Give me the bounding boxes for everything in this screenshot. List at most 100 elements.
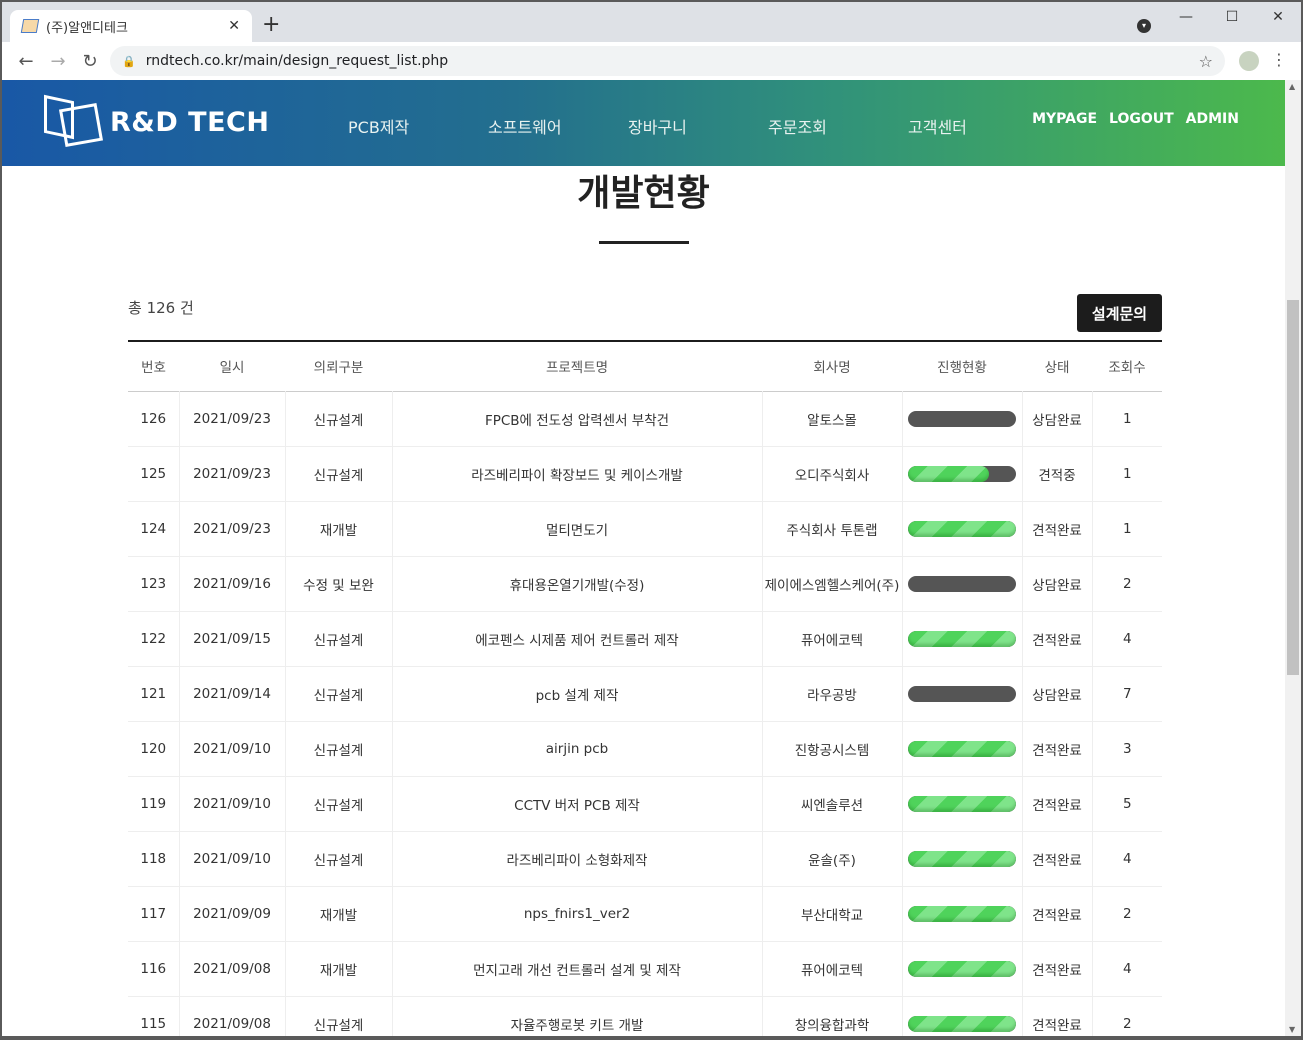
profile-avatar[interactable] bbox=[1239, 51, 1259, 71]
type-cell: 재개발 bbox=[284, 501, 392, 556]
no-cell: 119 bbox=[140, 795, 167, 812]
progress-bar bbox=[908, 685, 1016, 702]
company-cell: 알토스몰 bbox=[761, 391, 902, 446]
nav-support[interactable]: 고객센터 bbox=[908, 118, 967, 137]
date-cell: 2021/09/08 bbox=[178, 996, 285, 1036]
nav-software[interactable]: 소프트웨어 bbox=[488, 118, 562, 137]
project-cell[interactable]: nps_fnirs1_ver2 bbox=[391, 886, 762, 941]
no-cell: 122 bbox=[140, 630, 167, 647]
views-cell: 5 bbox=[1091, 776, 1162, 831]
bookmark-star-icon[interactable]: ☆ bbox=[1198, 51, 1213, 71]
maximize-icon[interactable]: ☐ bbox=[1225, 9, 1239, 25]
forward-icon[interactable]: → bbox=[50, 50, 66, 72]
progress-bar bbox=[908, 1015, 1016, 1032]
more-menu-icon[interactable]: ⋮ bbox=[1271, 50, 1287, 69]
progress-fill bbox=[908, 850, 1016, 867]
project-cell[interactable]: pcb 설계 제작 bbox=[391, 666, 762, 721]
no-cell: 123 bbox=[140, 575, 167, 592]
table-row[interactable]: 120 2021/09/10 신규설계 airjin pcb 진항공시스템 견적완료 3 bbox=[128, 721, 1162, 776]
column-header: 회사명 bbox=[813, 360, 851, 377]
new-tab-icon[interactable]: + bbox=[262, 12, 281, 37]
page-title: 개발현황 bbox=[577, 173, 710, 214]
table-row[interactable]: 122 2021/09/15 신규설계 에코펜스 시제품 제어 컨트롤러 제작 퓨어에코… bbox=[128, 611, 1162, 666]
no-cell: 121 bbox=[140, 685, 167, 702]
project-cell[interactable]: FPCB에 전도성 압력센서 부착건 bbox=[391, 391, 762, 446]
progress-cell bbox=[901, 391, 1022, 446]
company-cell: 주식회사 투톤랩 bbox=[761, 501, 902, 556]
no-cell: 125 bbox=[140, 465, 167, 482]
project-cell[interactable]: 멀티면도기 bbox=[391, 501, 762, 556]
date-cell: 2021/09/10 bbox=[178, 776, 285, 831]
no-cell: 115 bbox=[140, 1015, 167, 1032]
type-cell: 신규설계 bbox=[284, 446, 392, 501]
design-inquiry-button[interactable]: 설계문의 bbox=[1077, 294, 1162, 332]
project-cell[interactable]: 라즈베리파이 소형화제작 bbox=[391, 831, 762, 886]
table-row[interactable]: 126 2021/09/23 신규설계 FPCB에 전도성 압력센서 부착건 알토스몰 상… bbox=[128, 391, 1162, 446]
toolbar: ← → ↻ 🔒 rndtech.co.kr/main/design_reques… bbox=[2, 42, 1301, 80]
browser-tab[interactable]: (주)알앤디테크 ✕ bbox=[10, 10, 252, 42]
nav-orders[interactable]: 주문조회 bbox=[768, 118, 827, 137]
status-cell: 견적완료 bbox=[1021, 721, 1092, 776]
nav-cart[interactable]: 장바구니 bbox=[628, 118, 687, 137]
column-header: 일시 bbox=[219, 360, 245, 377]
views-cell: 4 bbox=[1091, 941, 1162, 996]
company-cell: 부산대학교 bbox=[761, 886, 902, 941]
type-cell: 신규설계 bbox=[284, 391, 392, 446]
project-cell[interactable]: CCTV 버저 PCB 제작 bbox=[391, 776, 762, 831]
project-cell[interactable]: 휴대용온열기개발(수정) bbox=[391, 556, 762, 611]
progress-cell bbox=[901, 996, 1022, 1036]
views-cell: 2 bbox=[1091, 886, 1162, 941]
table-row[interactable]: 121 2021/09/14 신규설계 pcb 설계 제작 라우공방 상담완료 7 bbox=[128, 666, 1162, 721]
scrollbar-thumb[interactable] bbox=[1287, 300, 1299, 675]
date-cell: 2021/09/10 bbox=[178, 721, 285, 776]
views-cell: 3 bbox=[1091, 721, 1162, 776]
project-cell[interactable]: airjin pcb bbox=[391, 721, 762, 776]
scroll-up-icon[interactable]: ▲ bbox=[1289, 82, 1296, 91]
title-divider bbox=[598, 241, 689, 244]
status-cell: 견적완료 bbox=[1021, 776, 1092, 831]
table-row[interactable]: 119 2021/09/10 신규설계 CCTV 버저 PCB 제작 씨엔솔루션 견적완료… bbox=[128, 776, 1162, 831]
address-bar[interactable]: 🔒 rndtech.co.kr/main/design_request_list… bbox=[110, 46, 1225, 76]
no-cell: 120 bbox=[140, 740, 167, 757]
progress-cell bbox=[901, 941, 1022, 996]
table-row[interactable]: 118 2021/09/10 신규설계 라즈베리파이 소형화제작 윤솔(주) 견적완료 4 bbox=[128, 831, 1162, 886]
close-tab-icon[interactable]: ✕ bbox=[228, 18, 240, 34]
date-cell: 2021/09/09 bbox=[178, 886, 285, 941]
company-cell: 라우공방 bbox=[761, 666, 902, 721]
tab-search-icon[interactable]: ▾ bbox=[1137, 19, 1151, 33]
project-cell[interactable]: 먼지고래 개선 컨트롤러 설계 및 제작 bbox=[391, 941, 762, 996]
table-row[interactable]: 125 2021/09/23 신규설계 라즈베리파이 확장보드 및 케이스개발 오디주식… bbox=[128, 446, 1162, 501]
progress-cell bbox=[901, 721, 1022, 776]
site-logo[interactable]: R&D TECH bbox=[42, 94, 269, 148]
column-header: 의뢰구분 bbox=[313, 360, 364, 377]
table-row[interactable]: 115 2021/09/08 신규설계 자율주행로봇 키트 개발 창의융합과학 견적완료 2 bbox=[128, 996, 1162, 1036]
project-cell[interactable]: 자율주행로봇 키트 개발 bbox=[391, 996, 762, 1036]
minimize-icon[interactable]: — bbox=[1179, 9, 1193, 25]
table-row[interactable]: 123 2021/09/16 수정 및 보완 휴대용온열기개발(수정) 제이에스엠헬스케… bbox=[128, 556, 1162, 611]
mypage-link[interactable]: MYPAGE bbox=[1032, 111, 1098, 127]
scrollbar[interactable]: ▲ ▼ bbox=[1285, 80, 1301, 1036]
project-cell[interactable]: 에코펜스 시제품 제어 컨트롤러 제작 bbox=[391, 611, 762, 666]
close-window-icon[interactable]: ✕ bbox=[1272, 9, 1284, 25]
logout-link[interactable]: LOGOUT bbox=[1109, 111, 1174, 127]
scroll-down-icon[interactable]: ▼ bbox=[1289, 1025, 1296, 1034]
logo-mark-icon bbox=[42, 94, 106, 148]
status-cell: 견적완료 bbox=[1021, 941, 1092, 996]
admin-link[interactable]: ADMIN bbox=[1185, 111, 1239, 127]
project-cell[interactable]: 라즈베리파이 확장보드 및 케이스개발 bbox=[391, 446, 762, 501]
column-header: 상태 bbox=[1044, 360, 1070, 377]
progress-fill bbox=[908, 905, 1016, 922]
date-cell: 2021/09/10 bbox=[178, 831, 285, 886]
back-icon[interactable]: ← bbox=[18, 50, 34, 72]
reload-icon[interactable]: ↻ bbox=[82, 50, 98, 72]
table-row[interactable]: 116 2021/09/08 재개발 먼지고래 개선 컨트롤러 설계 및 제작 퓨어에코… bbox=[128, 941, 1162, 996]
nav-pcb[interactable]: PCB제작 bbox=[348, 118, 410, 137]
status-cell: 견적완료 bbox=[1021, 996, 1092, 1036]
type-cell: 신규설계 bbox=[284, 776, 392, 831]
date-cell: 2021/09/23 bbox=[178, 391, 285, 446]
table-row[interactable]: 124 2021/09/23 재개발 멀티면도기 주식회사 투톤랩 견적완료 1 bbox=[128, 501, 1162, 556]
table-body: 126 2021/09/23 신규설계 FPCB에 전도성 압력센서 부착건 알토스몰 상… bbox=[128, 391, 1162, 1036]
table-row[interactable]: 117 2021/09/09 재개발 nps_fnirs1_ver2 부산대학교 견적완료… bbox=[128, 886, 1162, 941]
views-cell: 4 bbox=[1091, 611, 1162, 666]
